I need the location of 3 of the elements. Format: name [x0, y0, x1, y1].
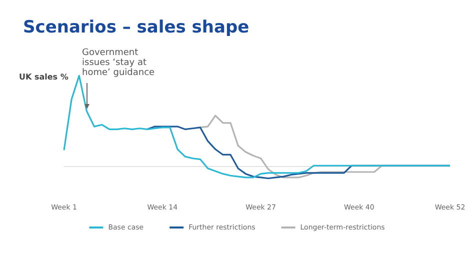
- y-axis-title: UK sales %: [19, 72, 68, 82]
- annotation: Government issues ‘stay at home’ guidance: [82, 48, 156, 78]
- chart-title: Scenarios – sales shape: [23, 18, 250, 38]
